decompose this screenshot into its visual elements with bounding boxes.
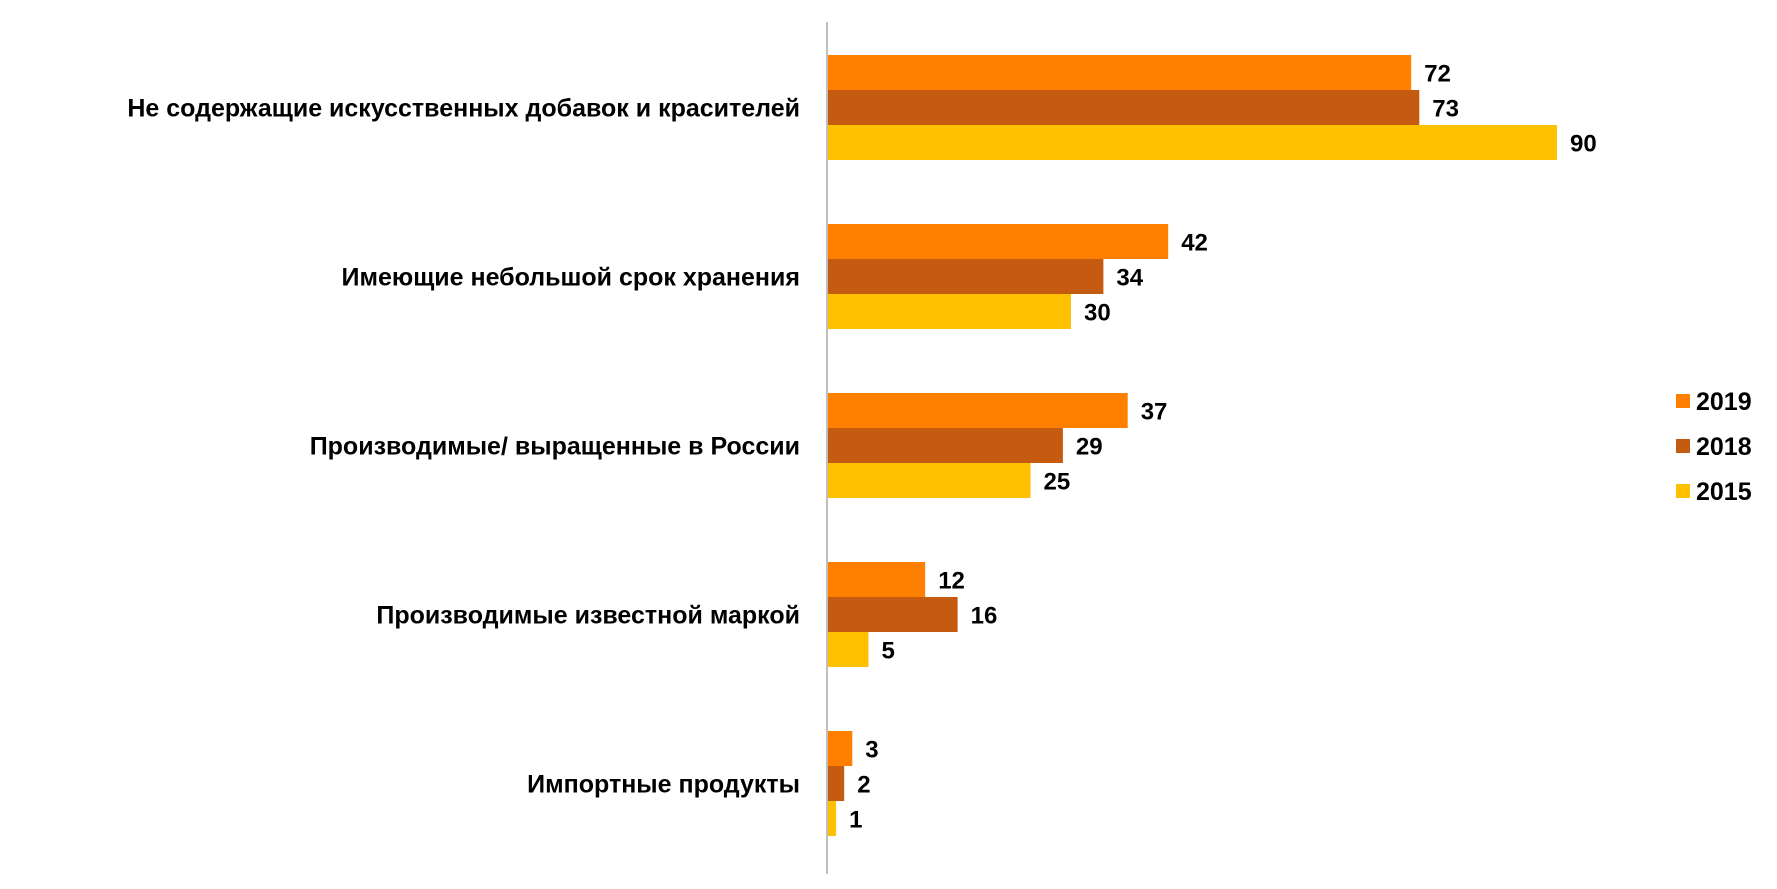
category-label: Имеющие небольшой срок хранения (341, 264, 800, 292)
data-label: 37 (1141, 399, 1168, 426)
category-label: Не содержащие искусственных добавок и кр… (127, 95, 800, 123)
category-label: Производимые/ выращенные в России (310, 433, 800, 461)
bar-2015 (828, 125, 1557, 160)
category-label: Производимые известной маркой (376, 602, 800, 630)
data-label: 90 (1570, 131, 1597, 158)
bar-2018 (828, 597, 958, 632)
bar-2019 (828, 731, 853, 766)
bar-2019 (828, 562, 926, 597)
data-label: 16 (971, 603, 998, 630)
data-label: 3 (865, 737, 878, 764)
legend-label: 2018 (1696, 433, 1752, 461)
bar-2019 (828, 393, 1128, 428)
bar-2015 (828, 632, 869, 667)
data-label: 1 (849, 807, 862, 834)
legend-swatch-2018 (1676, 439, 1690, 453)
legend-label: 2019 (1696, 388, 1752, 416)
data-label: 12 (938, 568, 965, 595)
legend-swatch-2019 (1676, 394, 1690, 408)
legend-label: 2015 (1696, 478, 1752, 506)
bar-2018 (828, 90, 1420, 125)
bar-2019 (828, 55, 1412, 90)
bar-2018 (828, 428, 1063, 463)
data-label: 25 (1044, 469, 1071, 496)
bar-2018 (828, 259, 1104, 294)
data-label: 2 (857, 772, 870, 799)
bars-layer (828, 55, 1557, 836)
bar-2015 (828, 294, 1071, 329)
labels-layer: Не содержащие искусственных добавок и кр… (127, 61, 1596, 834)
category-label: Импортные продукты (527, 771, 800, 799)
bar-2015 (828, 463, 1031, 498)
legend: 2019 2018 2015 (1676, 388, 1752, 506)
bar-2018 (828, 766, 845, 801)
legend-swatch-2015 (1676, 484, 1690, 498)
data-label: 30 (1084, 300, 1111, 327)
data-label: 72 (1424, 61, 1451, 88)
data-label: 29 (1076, 434, 1103, 461)
bar-2015 (828, 801, 837, 836)
data-label: 34 (1116, 265, 1143, 292)
data-label: 5 (882, 638, 895, 665)
bar-2019 (828, 224, 1169, 259)
data-label: 73 (1432, 96, 1459, 123)
data-label: 42 (1181, 230, 1208, 257)
